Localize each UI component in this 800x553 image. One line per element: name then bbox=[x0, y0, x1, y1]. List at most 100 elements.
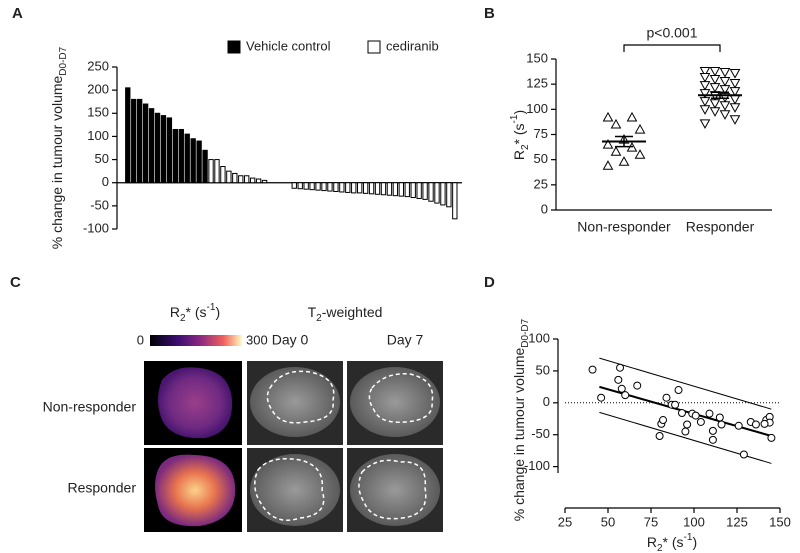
point bbox=[610, 146, 622, 156]
point bbox=[662, 393, 671, 402]
x-axis-label-part: R bbox=[647, 534, 657, 550]
point bbox=[699, 81, 711, 91]
point bbox=[699, 105, 711, 115]
panel-label: C bbox=[10, 274, 21, 291]
bar bbox=[345, 182, 351, 193]
point bbox=[729, 79, 741, 89]
y-axis-label-part: 2 bbox=[520, 144, 531, 150]
y-tick-label: -50 bbox=[90, 197, 109, 212]
x-tick-label: Responder bbox=[686, 219, 755, 235]
t: * (s bbox=[186, 304, 207, 320]
point bbox=[709, 99, 721, 109]
image-content bbox=[155, 454, 236, 527]
bar bbox=[148, 108, 155, 184]
bar bbox=[410, 182, 416, 199]
x-tick-label: 25 bbox=[558, 514, 572, 529]
t: R bbox=[170, 304, 180, 320]
t2-title: T2-weighted bbox=[308, 304, 383, 324]
bar bbox=[261, 179, 268, 184]
y-axis-label-part: ) bbox=[511, 110, 527, 115]
bar bbox=[244, 175, 250, 184]
y-tick-label: 100 bbox=[526, 101, 548, 116]
point bbox=[626, 111, 638, 122]
bar bbox=[327, 182, 333, 192]
legend-label: cediranib bbox=[386, 38, 439, 53]
bar bbox=[190, 138, 196, 184]
bar bbox=[184, 133, 190, 184]
y-tick-label: 125 bbox=[526, 76, 548, 91]
y-tick-label: 50 bbox=[95, 151, 109, 166]
bar bbox=[214, 159, 220, 184]
point bbox=[618, 156, 630, 166]
y-tick-label: -100 bbox=[83, 220, 109, 235]
x-tick-label: Non-responder bbox=[577, 219, 671, 235]
point bbox=[633, 381, 642, 390]
column-label: Day 0 bbox=[272, 332, 309, 348]
row-label: Responder bbox=[68, 480, 137, 496]
point bbox=[719, 77, 731, 87]
point bbox=[691, 411, 700, 420]
y-tick-label: 150 bbox=[87, 105, 109, 120]
t: ) bbox=[215, 304, 220, 320]
tumour-outline bbox=[368, 373, 434, 423]
x-tick-label: 125 bbox=[726, 514, 748, 529]
tumour-outline bbox=[254, 458, 325, 521]
point bbox=[729, 87, 741, 97]
point bbox=[617, 384, 626, 393]
point bbox=[677, 409, 686, 418]
y-axis-label: % change in tumour volumeD0-D7 bbox=[49, 46, 69, 249]
bar bbox=[357, 182, 363, 194]
bar bbox=[220, 166, 226, 184]
tumour-outline bbox=[266, 370, 335, 424]
point bbox=[597, 393, 606, 402]
x-tick-label: 50 bbox=[601, 514, 615, 529]
bar bbox=[440, 182, 446, 206]
bar bbox=[351, 182, 357, 194]
point bbox=[699, 119, 711, 129]
point bbox=[602, 139, 614, 149]
y-tick-label: 200 bbox=[87, 82, 109, 97]
bar bbox=[309, 182, 315, 191]
bar bbox=[291, 182, 297, 189]
bar bbox=[154, 112, 161, 184]
bar bbox=[380, 182, 387, 196]
legend-label: Vehicle control bbox=[246, 38, 331, 53]
point bbox=[588, 365, 597, 374]
panel-label: B bbox=[484, 5, 495, 22]
column-label: Day 7 bbox=[387, 332, 424, 348]
point bbox=[614, 375, 623, 384]
bar bbox=[416, 182, 422, 199]
point bbox=[705, 409, 714, 418]
colorbar-tick: 0 bbox=[137, 332, 144, 347]
image-content bbox=[158, 367, 233, 439]
point bbox=[699, 97, 711, 107]
annotation: p<0.001 bbox=[647, 25, 698, 41]
confidence-line bbox=[599, 357, 772, 410]
point bbox=[602, 160, 614, 170]
y-tick-label: -100 bbox=[524, 458, 550, 473]
t: 2 bbox=[180, 313, 186, 324]
point bbox=[760, 419, 769, 428]
point bbox=[719, 67, 731, 78]
panel-label: D bbox=[484, 274, 495, 291]
y-tick-label: 100 bbox=[87, 128, 109, 143]
point bbox=[719, 110, 731, 120]
bar bbox=[255, 178, 262, 184]
point bbox=[767, 433, 776, 442]
point bbox=[655, 431, 664, 440]
point bbox=[708, 426, 717, 435]
y-tick-label: 250 bbox=[87, 58, 109, 73]
point bbox=[709, 75, 721, 85]
y-tick-label: -50 bbox=[531, 426, 550, 441]
bar bbox=[374, 182, 381, 195]
y-axis-label-sub: D0-D7 bbox=[58, 46, 69, 75]
point bbox=[734, 421, 743, 430]
bar bbox=[226, 170, 232, 184]
x-tick-label: 75 bbox=[644, 514, 658, 529]
point bbox=[709, 83, 721, 93]
colorbar-tick: 300 bbox=[246, 332, 268, 347]
bar bbox=[125, 87, 131, 184]
panel-c: C R2* (s-1) 0 300 T2-weighted Day 0 Day … bbox=[10, 274, 443, 532]
bar bbox=[362, 182, 369, 194]
bar bbox=[392, 182, 399, 197]
